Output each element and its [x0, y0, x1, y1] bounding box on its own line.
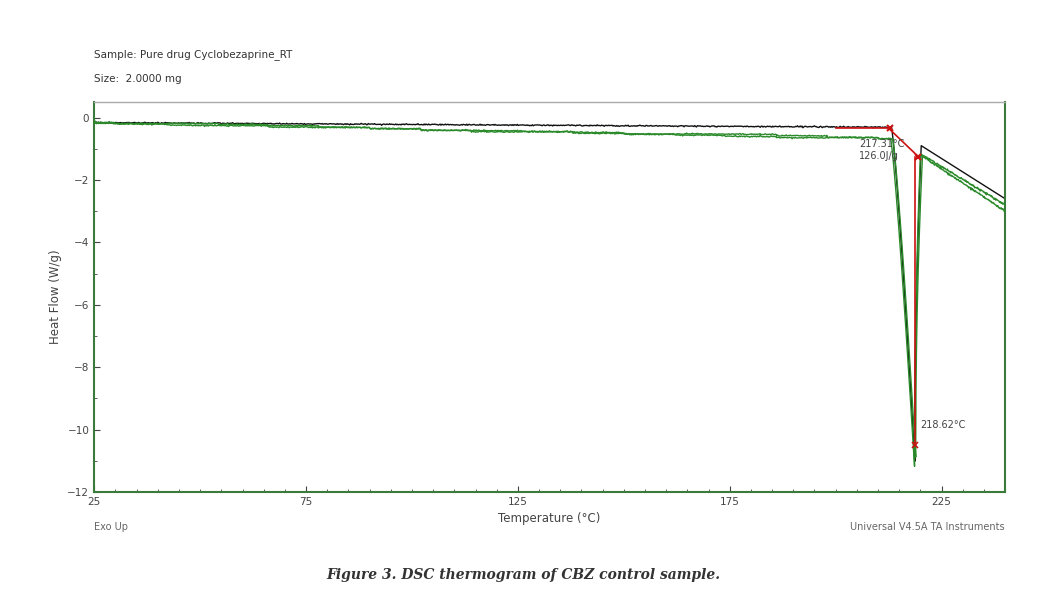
- Text: 217.31°C
126.0J/g: 217.31°C 126.0J/g: [859, 139, 905, 161]
- Text: Sample: Pure drug Cyclobezaprine_RT: Sample: Pure drug Cyclobezaprine_RT: [94, 49, 292, 60]
- Text: Universal V4.5A TA Instruments: Universal V4.5A TA Instruments: [850, 522, 1005, 532]
- X-axis label: Temperature (°C): Temperature (°C): [498, 512, 601, 526]
- Text: Exo Up: Exo Up: [94, 522, 128, 532]
- Y-axis label: Heat Flow (W/g): Heat Flow (W/g): [49, 250, 62, 344]
- Text: 218.62°C: 218.62°C: [920, 420, 965, 430]
- Text: Size:  2.0000 mg: Size: 2.0000 mg: [94, 74, 182, 84]
- Text: Figure 3. DSC thermogram of CBZ control sample.: Figure 3. DSC thermogram of CBZ control …: [327, 568, 720, 582]
